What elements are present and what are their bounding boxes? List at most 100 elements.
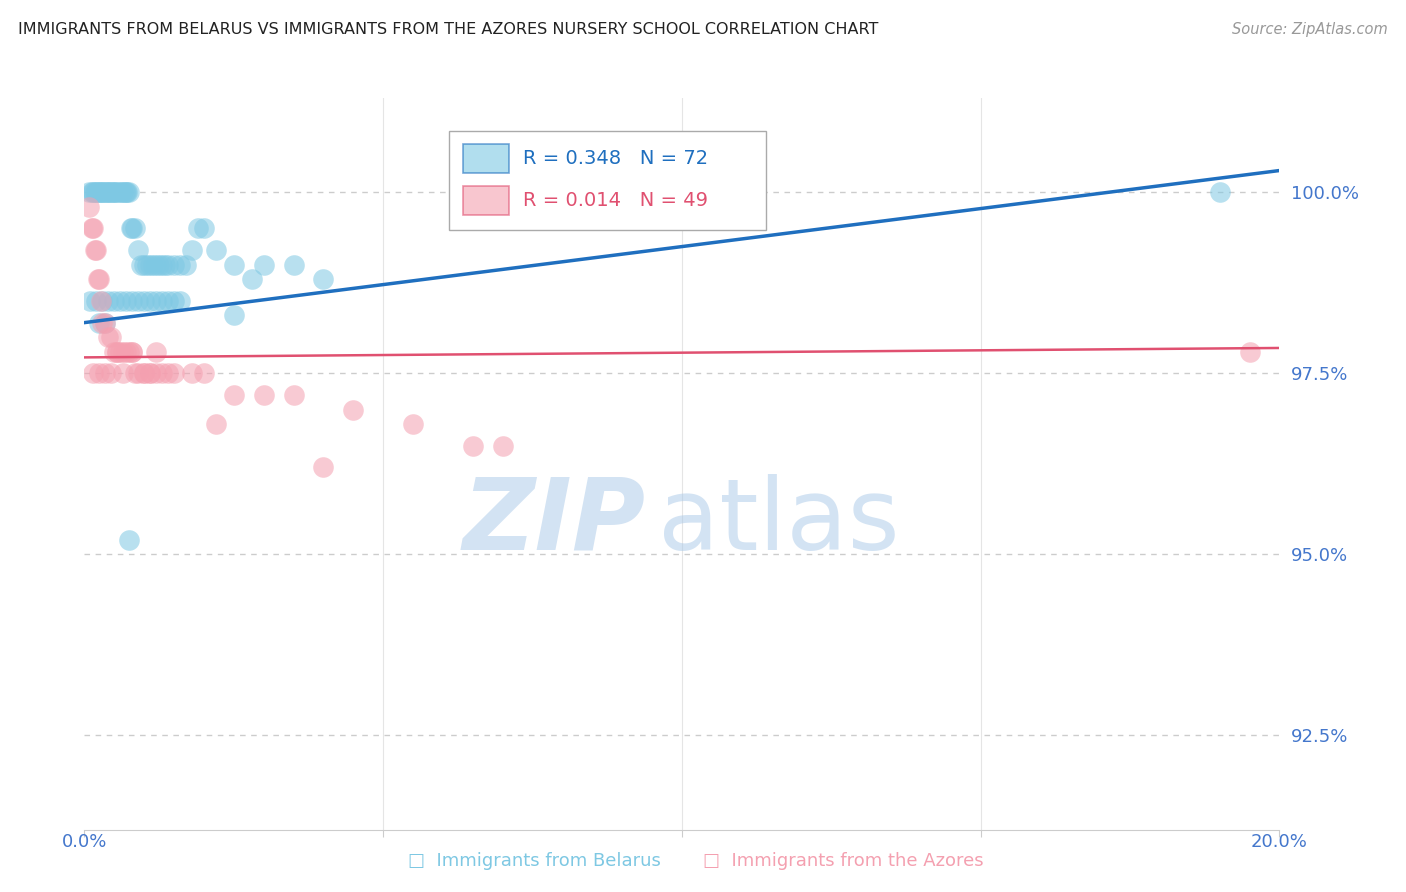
Point	[77, 200, 100, 214]
FancyBboxPatch shape	[463, 145, 509, 173]
Point	[1239, 344, 1261, 359]
Point	[104, 186, 127, 200]
Text: Source: ZipAtlas.com: Source: ZipAtlas.com	[1232, 22, 1388, 37]
Point	[89, 316, 111, 330]
Point	[94, 367, 117, 381]
Point	[461, 439, 484, 453]
Point	[174, 258, 197, 272]
Point	[82, 367, 104, 381]
Point	[110, 293, 132, 308]
Point	[115, 186, 138, 200]
Point	[103, 344, 125, 359]
Point	[97, 293, 120, 308]
Text: 0.0%: 0.0%	[62, 833, 107, 851]
Point	[86, 186, 108, 200]
Point	[105, 344, 128, 359]
Point	[342, 402, 364, 417]
Point	[157, 367, 180, 381]
Point	[91, 293, 114, 308]
Point	[91, 316, 114, 330]
Point	[86, 186, 108, 200]
Text: 20.0%: 20.0%	[1251, 833, 1308, 851]
Point	[312, 272, 335, 286]
Point	[112, 344, 135, 359]
Text: atlas: atlas	[658, 474, 900, 571]
Point	[127, 367, 149, 381]
Point	[118, 533, 141, 547]
Point	[312, 460, 335, 475]
Point	[115, 344, 138, 359]
Point	[139, 367, 162, 381]
Point	[91, 186, 114, 200]
Point	[145, 258, 167, 272]
Point	[79, 293, 101, 308]
Text: □  Immigrants from Belarus: □ Immigrants from Belarus	[408, 852, 661, 870]
Text: IMMIGRANTS FROM BELARUS VS IMMIGRANTS FROM THE AZORES NURSERY SCHOOL CORRELATION: IMMIGRANTS FROM BELARUS VS IMMIGRANTS FR…	[18, 22, 879, 37]
Point	[222, 258, 245, 272]
Point	[163, 293, 186, 308]
FancyBboxPatch shape	[449, 131, 766, 230]
Point	[105, 344, 128, 359]
Text: □  Immigrants from the Azores: □ Immigrants from the Azores	[703, 852, 984, 870]
Point	[100, 330, 122, 344]
Point	[193, 367, 215, 381]
Point	[205, 243, 228, 257]
Point	[139, 367, 162, 381]
Point	[97, 186, 120, 200]
Point	[187, 221, 209, 235]
Point	[124, 221, 146, 235]
Point	[82, 221, 104, 235]
Point	[492, 439, 515, 453]
Point	[120, 221, 142, 235]
Point	[112, 367, 135, 381]
Point	[97, 330, 120, 344]
Point	[127, 243, 149, 257]
Point	[205, 417, 228, 431]
Text: ZIP: ZIP	[463, 474, 647, 571]
Point	[80, 186, 103, 200]
Point	[118, 186, 141, 200]
Point	[169, 293, 191, 308]
Point	[150, 258, 173, 272]
Point	[90, 186, 112, 200]
Point	[1209, 186, 1232, 200]
Point	[193, 221, 215, 235]
Point	[283, 258, 305, 272]
FancyBboxPatch shape	[463, 186, 509, 215]
Point	[139, 258, 162, 272]
Point	[117, 186, 139, 200]
Point	[118, 344, 141, 359]
Point	[222, 388, 245, 402]
Point	[93, 186, 115, 200]
Point	[136, 258, 159, 272]
Point	[145, 293, 167, 308]
Text: R = 0.348   N = 72: R = 0.348 N = 72	[523, 149, 709, 169]
Point	[163, 367, 186, 381]
Point	[181, 367, 204, 381]
Point	[121, 344, 143, 359]
Point	[103, 186, 125, 200]
Point	[402, 417, 425, 431]
Y-axis label: Nursery School: Nursery School	[0, 395, 8, 533]
Point	[124, 367, 146, 381]
Point	[84, 243, 107, 257]
Point	[150, 293, 173, 308]
Point	[114, 186, 136, 200]
Point	[110, 186, 132, 200]
Point	[86, 243, 108, 257]
Point	[142, 258, 165, 272]
Point	[127, 293, 149, 308]
Point	[115, 293, 138, 308]
Point	[101, 186, 124, 200]
Point	[98, 186, 121, 200]
Point	[89, 367, 111, 381]
Point	[112, 186, 135, 200]
Point	[150, 367, 173, 381]
Point	[89, 272, 111, 286]
Point	[253, 258, 276, 272]
Point	[94, 316, 117, 330]
Point	[121, 344, 143, 359]
Point	[169, 258, 191, 272]
Point	[110, 186, 132, 200]
Point	[139, 293, 162, 308]
